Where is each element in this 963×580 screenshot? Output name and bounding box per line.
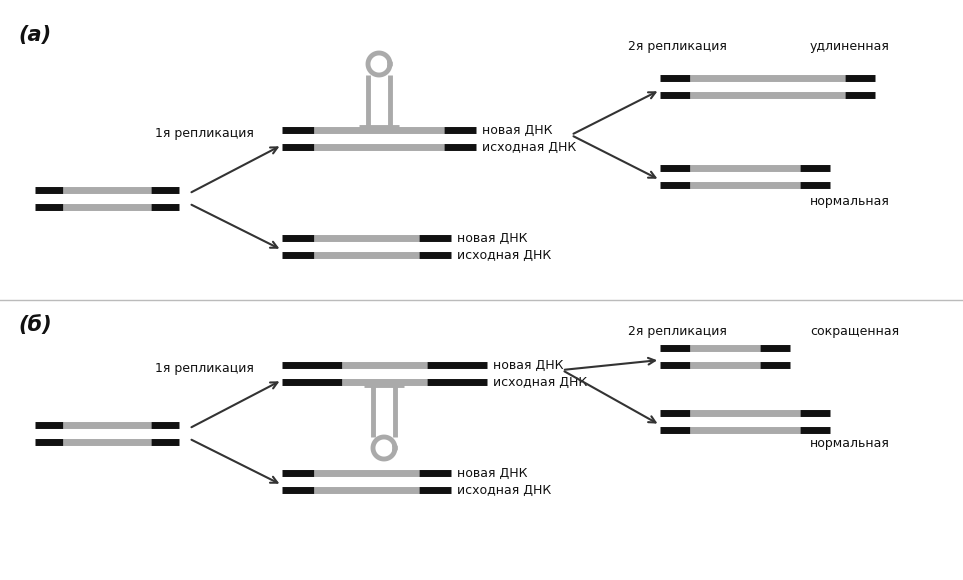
Text: 2я репликация: 2я репликация: [628, 325, 727, 338]
Text: исходная ДНК: исходная ДНК: [457, 484, 551, 496]
Text: сокращенная: сокращенная: [810, 325, 899, 338]
Text: удлиненная: удлиненная: [810, 40, 890, 53]
Text: 2я репликация: 2я репликация: [628, 40, 727, 53]
Text: нормальная: нормальная: [810, 195, 890, 208]
Text: новая ДНК: новая ДНК: [457, 231, 528, 245]
Text: нормальная: нормальная: [810, 437, 890, 450]
Text: новая ДНК: новая ДНК: [482, 124, 553, 136]
Text: новая ДНК: новая ДНК: [457, 466, 528, 480]
Text: новая ДНК: новая ДНК: [493, 358, 563, 372]
Text: (а): (а): [18, 25, 51, 45]
Text: 1я репликация: 1я репликация: [155, 362, 254, 375]
Text: исходная ДНК: исходная ДНК: [457, 248, 551, 262]
Text: (б): (б): [18, 315, 52, 335]
Text: исходная ДНК: исходная ДНК: [482, 140, 576, 154]
Text: исходная ДНК: исходная ДНК: [493, 375, 587, 389]
Text: 1я репликация: 1я репликация: [155, 127, 254, 140]
